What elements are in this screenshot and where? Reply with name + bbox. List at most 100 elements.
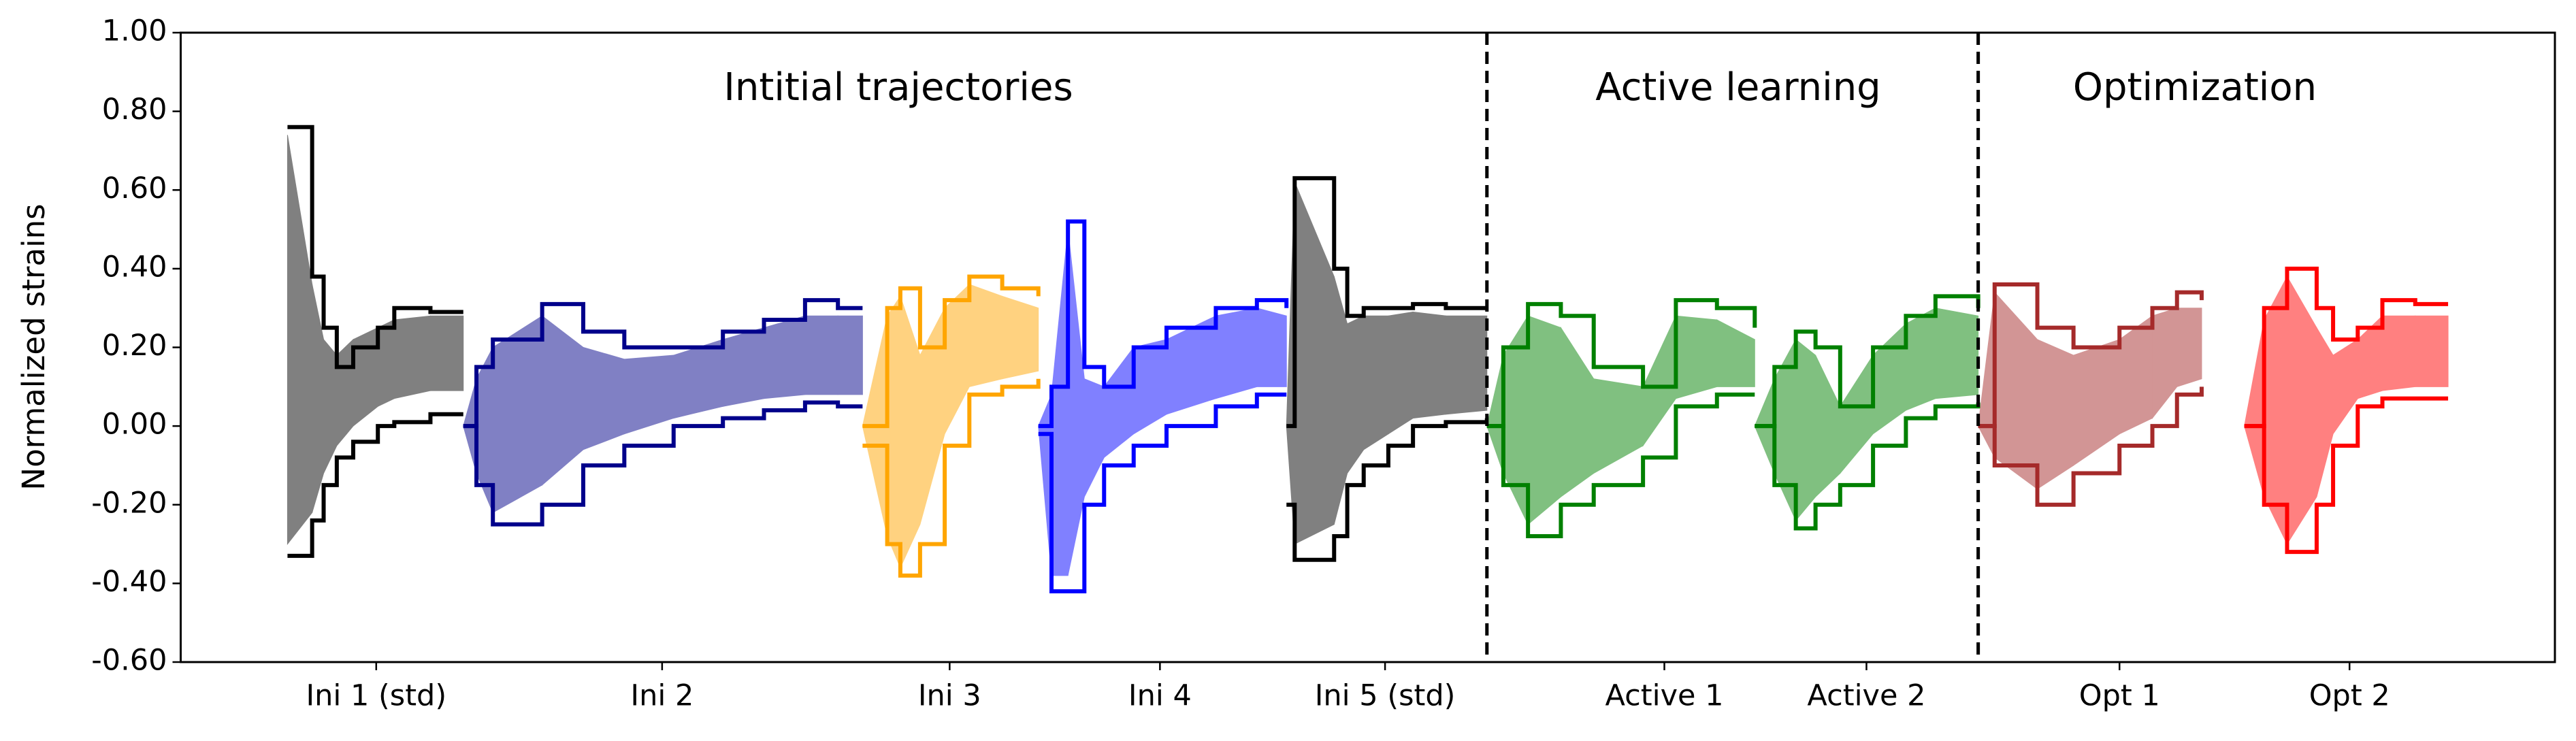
envelope-lower — [463, 400, 863, 527]
strain-band — [1363, 315, 1389, 450]
strain-band — [1166, 315, 1216, 415]
strain-band — [1215, 308, 1258, 399]
strain-band — [1815, 355, 1841, 498]
strain-band — [2332, 339, 2358, 435]
y-tick-label: -0.20 — [91, 486, 167, 520]
x-tick-label: Ini 4 — [1128, 679, 1192, 713]
envelope-upper — [1286, 176, 1487, 429]
envelope-lower — [2244, 396, 2449, 555]
strain-band — [2037, 339, 2074, 490]
envelope-upper — [287, 125, 463, 369]
strain-band — [353, 327, 378, 427]
strain-band — [1445, 315, 1488, 415]
strain-band — [2382, 315, 2416, 391]
strain-band — [722, 327, 765, 407]
strain-band — [944, 283, 970, 434]
envelope-upper — [1978, 282, 2204, 429]
envelope-lower — [1286, 418, 1489, 562]
strain-band — [2176, 308, 2202, 387]
strain-band — [476, 347, 493, 513]
envelope-lower — [862, 378, 1041, 578]
strain-band — [900, 296, 921, 568]
y-tick-label: -0.40 — [91, 565, 167, 599]
strain-band — [804, 315, 838, 395]
strain-band — [2415, 315, 2449, 387]
strain-band — [492, 315, 543, 514]
strain-band — [583, 346, 625, 450]
strain-band — [1256, 308, 1287, 387]
strain-band — [1347, 315, 1365, 475]
envelope-lower — [1038, 392, 1287, 593]
envelope-upper — [1486, 298, 1757, 429]
strain-band — [1994, 291, 2038, 490]
strain-band — [1002, 295, 1039, 380]
x-tick-label: Opt 2 — [2309, 679, 2390, 713]
strain-band — [2286, 275, 2317, 546]
strain-band — [1133, 339, 1167, 435]
strain-band — [1872, 323, 1906, 435]
envelope-lower — [1978, 386, 2204, 507]
x-tick-label: Active 1 — [1605, 679, 1723, 713]
envelope-upper — [463, 298, 863, 429]
strain-band — [287, 135, 313, 546]
strain-band — [1978, 292, 1995, 458]
strain-band — [1051, 229, 1069, 576]
strain-band — [1527, 315, 1561, 525]
strain-band — [1486, 355, 1504, 474]
strain-band — [1716, 319, 1755, 387]
strain-band — [2073, 339, 2120, 466]
strain-band — [968, 284, 1003, 387]
envelope-upper — [1755, 294, 1980, 429]
strain-band — [837, 315, 863, 395]
strain-band — [393, 315, 431, 399]
envelope-lower — [1486, 392, 1755, 538]
y-tick-label: 0.60 — [102, 171, 167, 205]
strain-band — [2152, 308, 2178, 420]
strain-band — [1840, 354, 1874, 474]
strain-band — [1905, 307, 1936, 411]
strain-band — [429, 315, 464, 391]
strain-band — [1412, 311, 1446, 419]
strain-band — [1388, 311, 1414, 435]
strain-band — [1935, 308, 1979, 399]
strain-band — [2316, 326, 2334, 497]
strain-band — [1103, 346, 1135, 459]
strain-band — [1294, 182, 1335, 545]
y-tick-label: 1.00 — [102, 14, 167, 48]
envelope-upper — [862, 274, 1041, 429]
y-axis-label: Normalized strains — [16, 203, 52, 490]
strain-band — [764, 315, 806, 399]
strain-band — [1642, 316, 1676, 447]
section-label: Active learning — [1595, 65, 1880, 110]
x-tick-label: Ini 2 — [630, 679, 694, 713]
y-tick-label: 0.20 — [102, 329, 167, 363]
x-tick-label: Ini 1 (std) — [306, 679, 446, 713]
x-tick-label: Opt 1 — [2079, 679, 2160, 713]
envelope-lower — [287, 412, 463, 558]
x-tick-label: Ini 5 (std) — [1315, 679, 1456, 713]
strain-band — [1675, 315, 1718, 399]
strain-band — [1560, 326, 1595, 498]
strain-band — [1067, 229, 1085, 576]
strain-band — [542, 315, 584, 486]
y-tick-label: 0.00 — [102, 408, 167, 442]
y-tick-label: 0.40 — [102, 250, 167, 284]
envelope-upper — [2244, 266, 2449, 429]
strain-band — [336, 338, 354, 447]
strain-band — [919, 308, 945, 525]
strain-band — [673, 339, 723, 419]
strain-band — [377, 319, 395, 408]
x-tick-label: Active 2 — [1807, 679, 1925, 713]
plot-frame — [180, 31, 2556, 663]
envelope-upper — [1038, 219, 1289, 429]
section-label: Optimization — [2073, 65, 2317, 110]
envelope-lower — [1755, 402, 1980, 531]
section-label: Intitial trajectories — [723, 65, 1073, 110]
x-tick-label: Ini 3 — [918, 679, 981, 713]
strain-band — [1083, 378, 1105, 497]
strain-band — [623, 355, 674, 435]
y-tick-label: 0.80 — [102, 93, 167, 127]
strain-band — [2119, 315, 2153, 435]
